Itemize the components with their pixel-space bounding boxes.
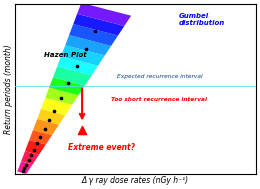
Polygon shape xyxy=(61,45,105,66)
Point xyxy=(35,142,39,145)
Y-axis label: Return periods (month): Return periods (month) xyxy=(4,44,13,134)
Polygon shape xyxy=(45,88,79,105)
Point xyxy=(21,170,25,173)
Polygon shape xyxy=(69,24,118,46)
Point xyxy=(66,81,70,84)
Point xyxy=(58,96,63,99)
Polygon shape xyxy=(65,35,111,55)
Polygon shape xyxy=(21,151,39,164)
Polygon shape xyxy=(29,130,52,145)
Polygon shape xyxy=(49,77,85,95)
Polygon shape xyxy=(17,161,33,174)
Polygon shape xyxy=(41,98,72,115)
Point xyxy=(38,135,42,138)
X-axis label: Δ γ ray dose rates (nGy h⁻¹): Δ γ ray dose rates (nGy h⁻¹) xyxy=(82,176,189,185)
Polygon shape xyxy=(73,14,124,36)
Polygon shape xyxy=(53,67,92,86)
Point xyxy=(75,65,79,68)
Point xyxy=(24,163,28,166)
Point xyxy=(84,47,88,50)
Point xyxy=(22,166,27,169)
Text: Expected recurrence interval: Expected recurrence interval xyxy=(116,74,202,79)
Text: Too short recurrence interval: Too short recurrence interval xyxy=(111,97,207,102)
Polygon shape xyxy=(77,3,131,26)
Text: Extreme event?: Extreme event? xyxy=(68,143,135,152)
Polygon shape xyxy=(57,56,98,75)
Polygon shape xyxy=(33,119,59,135)
Point xyxy=(27,158,31,161)
Point xyxy=(93,29,97,32)
Text: Gumbel
distribution: Gumbel distribution xyxy=(179,13,225,26)
Polygon shape xyxy=(25,140,46,155)
Point xyxy=(80,129,84,132)
Point xyxy=(29,153,33,156)
Text: Hazen Plot: Hazen Plot xyxy=(43,52,86,58)
Point xyxy=(52,109,56,112)
Polygon shape xyxy=(37,109,65,125)
Point xyxy=(43,127,47,130)
Point xyxy=(31,148,36,151)
Point xyxy=(47,119,51,122)
